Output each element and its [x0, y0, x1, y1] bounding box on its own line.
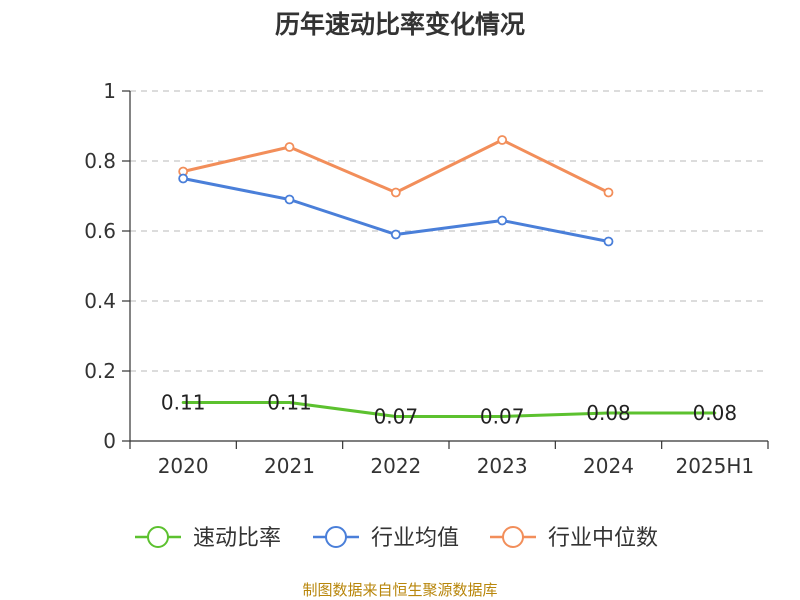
data-point — [390, 229, 401, 240]
legend-label: 行业中位数 — [548, 526, 658, 551]
axes: 0 0.2 0.4 0.6 0.8 1 2020 2021 2022 2023 2024 2025H1 — [84, 79, 769, 478]
y-tick-label: 0.4 — [84, 289, 116, 313]
x-tick-label: 2021 — [264, 454, 315, 478]
data-label: 0.07 — [374, 405, 419, 429]
data-point — [284, 194, 295, 205]
legend-label: 速动比率 — [193, 526, 281, 551]
legend-marker — [325, 526, 347, 548]
x-tick-label: 2024 — [583, 454, 634, 478]
gridlines — [130, 90, 768, 372]
x-tick-label: 2022 — [370, 454, 421, 478]
x-tick-label: 2025H1 — [675, 454, 754, 478]
data-label: 0.11 — [161, 391, 206, 415]
series-line-1 — [181, 401, 717, 418]
series-layer: 0.11 0.11 0.07 0.07 0.08 0.08 — [161, 135, 738, 429]
data-label: 0.07 — [480, 405, 525, 429]
y-tick-label: 0.2 — [84, 359, 116, 383]
data-point — [178, 173, 189, 184]
y-tick-label: 0.6 — [84, 219, 116, 243]
data-label: 0.08 — [586, 401, 631, 425]
y-tick-label: 0 — [103, 429, 116, 453]
source-note: 制图数据来自恒生聚源数据库 — [302, 581, 497, 599]
series-line-3 — [181, 138, 610, 194]
legend: 速动比率 行业均值 行业中位数 — [135, 526, 658, 551]
y-tick-label: 0.8 — [84, 149, 116, 173]
chart-title: 历年速动比率变化情况 — [275, 10, 525, 39]
legend-marker — [502, 526, 524, 548]
data-point — [603, 236, 614, 247]
data-label: 0.11 — [267, 391, 312, 415]
data-point — [284, 142, 295, 152]
data-label: 0.08 — [693, 401, 738, 425]
legend-label: 行业均值 — [371, 526, 459, 551]
x-tick-label: 2020 — [158, 454, 209, 478]
data-point — [390, 187, 401, 198]
data-point — [497, 135, 508, 145]
data-point — [497, 215, 508, 226]
x-tick-label: 2023 — [477, 454, 528, 478]
y-tick-label: 1 — [103, 79, 116, 103]
legend-marker — [147, 526, 169, 548]
data-point — [603, 187, 614, 198]
